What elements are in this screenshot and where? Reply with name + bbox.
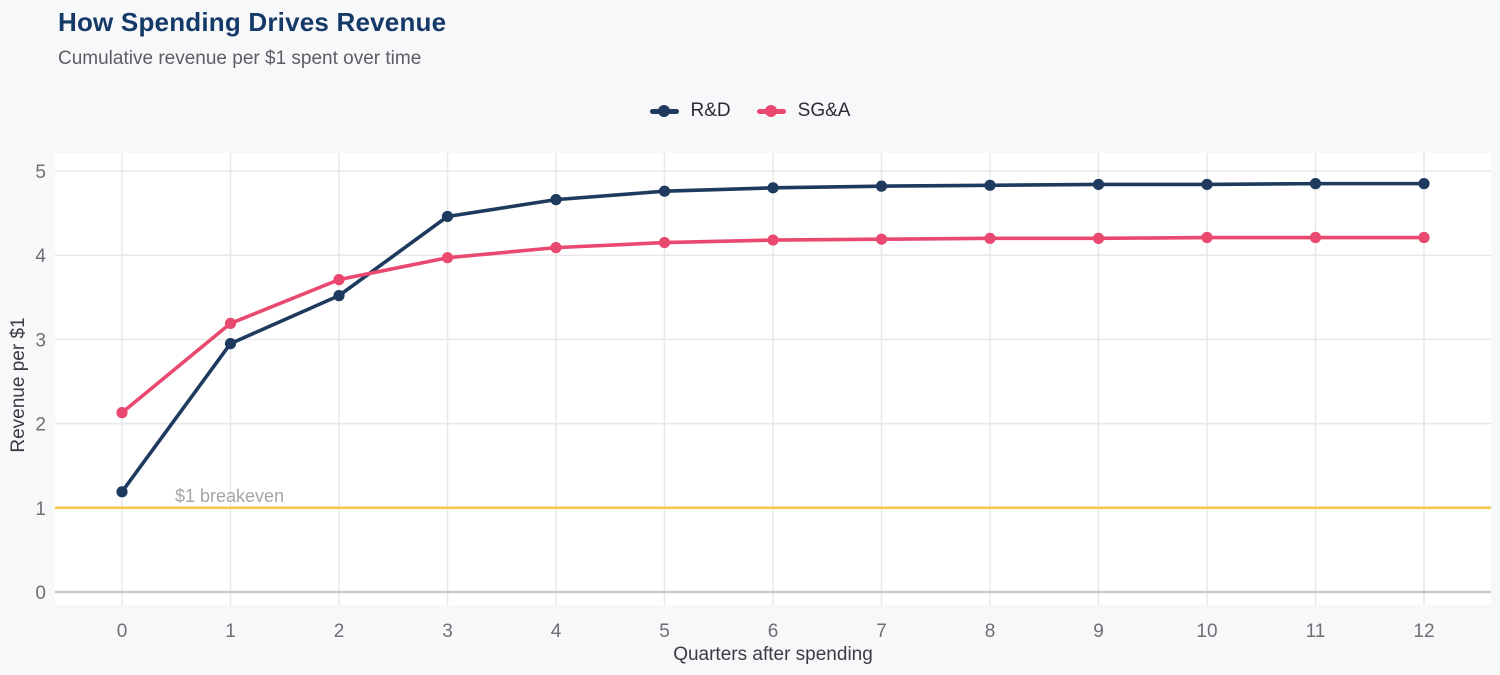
legend-label-rd: R&D [690, 100, 731, 121]
rd-line-marker-icon [649, 105, 679, 117]
data-point-rd [116, 486, 128, 498]
legend: R&D SG&A [0, 98, 1500, 124]
data-point-rd [441, 210, 454, 223]
x-tick-label: 2 [334, 621, 345, 642]
y-tick-label: 2 [35, 415, 46, 436]
x-tick-label: 0 [117, 621, 128, 642]
data-point-rd [224, 338, 237, 350]
data-point-sga [1092, 232, 1105, 244]
data-point-sga [116, 407, 128, 419]
data-point-sga [1201, 231, 1213, 244]
data-point-rd [1092, 178, 1105, 191]
x-tick-label: 8 [985, 621, 996, 642]
breakeven-annotation: $1 breakeven [175, 486, 285, 506]
rd-dot-icon [658, 105, 671, 117]
y-axis-title: Revenue per $1 [8, 317, 29, 453]
x-tick-label: 4 [551, 621, 562, 642]
data-point-sga [1418, 231, 1430, 244]
data-point-rd [1309, 178, 1322, 190]
data-point-rd [1201, 178, 1213, 191]
x-tick-label: 7 [876, 621, 887, 642]
x-tick-label: 6 [768, 621, 779, 642]
data-point-rd [333, 290, 345, 302]
data-point-rd [658, 185, 671, 197]
data-point-sga [984, 232, 996, 244]
data-point-sga [767, 234, 779, 246]
legend-item-rd[interactable]: R&D [649, 100, 731, 122]
x-tick-label: 5 [659, 621, 670, 642]
data-point-sga [658, 236, 671, 249]
y-tick-label: 1 [35, 499, 46, 520]
x-tick-label: 9 [1093, 621, 1104, 642]
y-tick-label: 4 [35, 246, 46, 267]
legend-item-sga[interactable]: SG&A [756, 100, 851, 122]
data-point-sga [224, 317, 237, 330]
sga-dot-icon [765, 105, 778, 117]
legend-label-sga: SG&A [797, 100, 851, 121]
data-point-rd [767, 182, 779, 194]
y-tick-label: 0 [35, 583, 46, 604]
y-tick-label: 5 [35, 162, 46, 183]
data-point-sga [441, 252, 454, 264]
data-point-rd [984, 179, 996, 191]
x-tick-label: 1 [225, 621, 236, 642]
data-point-sga [875, 233, 888, 245]
data-point-rd [550, 194, 562, 206]
chart-subtitle: Cumulative revenue per $1 spent over tim… [58, 48, 422, 69]
chart-title: How Spending Drives Revenue [58, 7, 447, 37]
x-tick-label: 11 [1306, 621, 1326, 642]
sga-line-marker-icon [756, 105, 786, 117]
data-point-sga [550, 242, 562, 254]
data-point-sga [1309, 231, 1322, 244]
data-point-rd [875, 180, 888, 192]
x-tick-label: 12 [1413, 621, 1434, 642]
x-tick-label: 10 [1196, 621, 1217, 642]
x-tick-label: 3 [442, 621, 453, 642]
data-point-rd [1418, 178, 1430, 190]
x-axis-title: Quarters after spending [673, 644, 873, 665]
data-point-sga [333, 274, 345, 286]
y-tick-label: 3 [35, 330, 46, 351]
